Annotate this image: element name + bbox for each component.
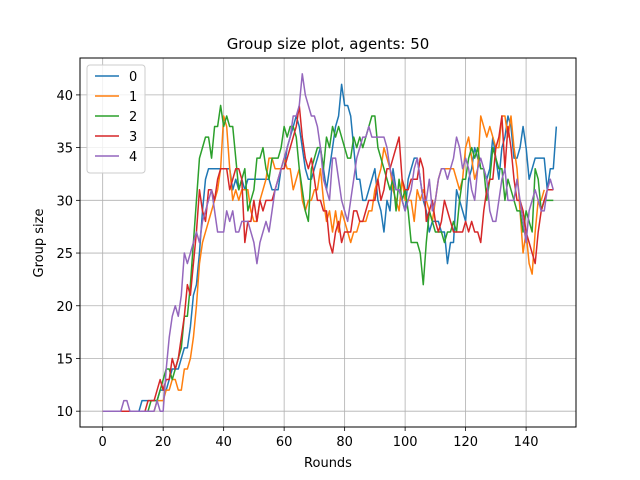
legend-label-3: 3	[129, 130, 137, 145]
x-tick-label: 80	[336, 435, 353, 450]
x-axis-label: Rounds	[304, 456, 352, 471]
y-tick-label: 25	[56, 247, 73, 262]
legend-box	[86, 64, 146, 174]
y-tick-label: 15	[56, 352, 73, 367]
x-tick-label: 60	[276, 435, 293, 450]
x-tick-label: 0	[99, 435, 107, 450]
y-axis-label: Group size	[32, 209, 47, 278]
y-tick-label: 30	[56, 194, 73, 209]
x-tick-label: 20	[155, 435, 172, 450]
series-line-4	[102, 73, 555, 412]
x-tick-label: 40	[215, 435, 232, 450]
legend-label-1: 1	[129, 90, 137, 105]
series-lines	[102, 73, 558, 412]
axis-ticks: 0 20 40 60 80 100 120 140 10 15 20 25 30 35 40	[56, 89, 538, 450]
legend-label-4: 4	[129, 150, 137, 165]
y-tick-label: 40	[56, 89, 73, 104]
legend-label-0: 0	[129, 70, 137, 85]
y-tick-label: 20	[56, 300, 73, 315]
x-tick-label: 120	[453, 435, 478, 450]
y-tick-label: 35	[56, 142, 73, 157]
legend: 0 1 2 3 4	[86, 64, 146, 174]
series-line-3	[102, 104, 554, 412]
x-tick-label: 140	[514, 435, 539, 450]
legend-label-2: 2	[129, 110, 137, 125]
x-tick-label: 100	[393, 435, 418, 450]
plot-frame	[79, 57, 577, 428]
y-tick-label: 10	[56, 405, 73, 420]
chart-title: Group size plot, agents: 50	[227, 35, 430, 53]
